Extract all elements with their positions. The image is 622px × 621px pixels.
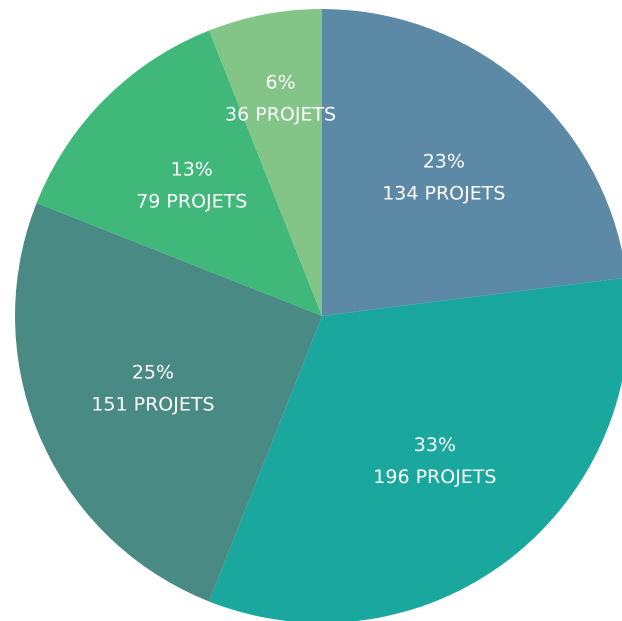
slice-percent-label: 6% [266,71,296,93]
slice-percent-label: 13% [171,158,213,180]
slice-percent-label: 33% [414,434,456,456]
slice-count-label: 151 PROJETS [91,394,214,416]
pie-slice [36,30,322,316]
slice-percent-label: 25% [132,362,174,384]
slice-count-label: 134 PROJETS [382,182,505,204]
slice-count-label: 196 PROJETS [373,466,496,488]
pie-slice [208,278,622,621]
slice-count-label: 79 PROJETS [136,190,247,212]
pie-slice [322,9,622,316]
slice-percent-label: 23% [423,150,465,172]
slice-count-label: 36 PROJETS [225,103,336,125]
pie-slice [208,9,322,316]
pie-slice [15,202,322,602]
